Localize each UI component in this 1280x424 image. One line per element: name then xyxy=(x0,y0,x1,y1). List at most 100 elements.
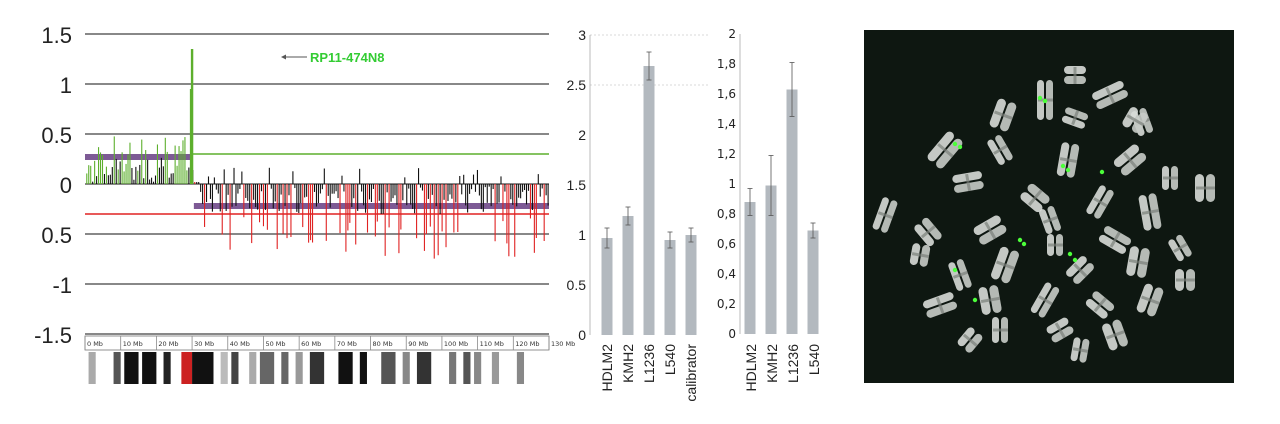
centromere xyxy=(994,110,1013,120)
qpcr-chart-2: 2 1,8 1,6 1,4 1,2 1 0,8 0,6 0,4 0,2 0 HD… xyxy=(717,27,822,391)
q2-y-tick: 1,4 xyxy=(717,117,736,131)
q2-bar xyxy=(765,185,777,334)
centromere xyxy=(1141,208,1160,215)
chromosome-band xyxy=(359,352,367,384)
centromere xyxy=(1093,197,1108,208)
fish-signal-dot xyxy=(972,297,978,303)
centromere xyxy=(920,225,936,239)
q1-y-tick: 2 xyxy=(578,127,586,143)
acgh-probe-bars xyxy=(86,49,549,259)
centromere xyxy=(1073,263,1088,278)
q1-x-label: L540 xyxy=(662,344,678,375)
chromosome-band xyxy=(491,352,500,384)
fish-signal-dot xyxy=(1065,167,1071,173)
centromere xyxy=(1106,330,1125,340)
ideogram-scale-label: 20 Mb xyxy=(158,340,178,348)
fish-signal-dot xyxy=(1099,169,1105,175)
q1-bar xyxy=(601,238,613,335)
chromosome-band xyxy=(231,352,239,384)
chromosome xyxy=(989,98,1017,132)
qpcr-chart-1: 3 2.5 2 1.5 1 0.5 0 HDLM2 KMH2 L1236 L54… xyxy=(567,27,710,402)
ideogram-bands xyxy=(88,352,525,384)
centromere xyxy=(1028,189,1043,206)
q2-bar xyxy=(744,202,756,334)
q1-y-tick: 2.5 xyxy=(567,77,587,93)
chromosome-band xyxy=(220,352,228,384)
chromosome-band xyxy=(416,352,432,384)
chromosome xyxy=(1030,282,1060,318)
chromosome xyxy=(1092,80,1128,110)
ideogram-scale-label: 80 Mb xyxy=(373,340,393,348)
fish-signal-dot xyxy=(1042,98,1048,104)
fish-signal-dot xyxy=(1072,257,1078,263)
ideogram-scale-label: 10 Mb xyxy=(123,340,143,348)
chromosome xyxy=(1046,317,1074,343)
centromere xyxy=(962,333,978,347)
q2-x-label: HDLM2 xyxy=(743,344,759,392)
chromosome-band xyxy=(381,352,396,384)
chromosome xyxy=(1085,291,1115,319)
chromosome xyxy=(1102,319,1128,351)
centromere xyxy=(1163,176,1178,180)
chromosome xyxy=(948,259,972,291)
fish-signals xyxy=(952,95,1105,303)
q2-y-tick: 0,2 xyxy=(717,297,736,311)
chromosome xyxy=(909,243,931,267)
q2-bar xyxy=(807,230,819,334)
chromosome-band xyxy=(181,352,193,384)
chromosome-band xyxy=(113,352,121,384)
chromosome xyxy=(923,292,957,318)
q1-bar xyxy=(685,235,697,335)
q2-y-tick: 1,2 xyxy=(717,147,736,161)
q1-bar xyxy=(622,216,634,335)
ideogram-scale-label: 120 Mb xyxy=(515,340,539,348)
chromosome xyxy=(1039,206,1061,234)
chromosome-band xyxy=(309,352,325,384)
chromosome-band xyxy=(259,352,275,384)
chromosome-band xyxy=(163,352,171,384)
centromere xyxy=(993,144,1008,155)
acgh-gridlines xyxy=(85,33,549,335)
q1-bar xyxy=(664,240,676,335)
centromere xyxy=(952,270,969,279)
q2-bar xyxy=(786,89,798,334)
q1-y-tick: 0.5 xyxy=(567,277,587,293)
fish-signal-dot xyxy=(1060,163,1066,169)
chromosome xyxy=(957,327,983,353)
q2-x-label: L1236 xyxy=(785,344,801,383)
centromere xyxy=(1042,215,1059,224)
chromosome xyxy=(991,246,1019,284)
centromere xyxy=(1176,278,1195,282)
centromere xyxy=(1196,186,1215,190)
q1-y-tick: 3 xyxy=(578,27,586,43)
chromosome xyxy=(1086,185,1114,219)
ideogram-scale-label: 90 Mb xyxy=(408,340,428,348)
chromosome xyxy=(1098,226,1132,254)
ideogram-scale-label: 0 Mb xyxy=(87,340,103,348)
chromosome xyxy=(973,215,1007,245)
chromosome xyxy=(927,131,963,169)
chromosome-band xyxy=(449,352,457,384)
chromosome xyxy=(992,317,1008,343)
chromosome xyxy=(914,217,942,247)
q2-y-tick: 0,6 xyxy=(717,237,736,251)
chromosome xyxy=(1061,107,1089,129)
chromosome xyxy=(1122,107,1148,133)
centromere xyxy=(935,296,945,314)
ideogram-scale-label: 50 Mb xyxy=(265,340,285,348)
chromosome-ideogram: 0 Mb 10 Mb 20 Mb 30 Mb 40 Mb 50 Mb 60 Mb 70 Mb 8… xyxy=(84,335,575,384)
acgh-y-tick: 0.5 xyxy=(41,223,72,248)
ideogram-scale-label: 70 Mb xyxy=(337,340,357,348)
fish-metaphase-image xyxy=(864,30,1234,383)
fish-signal-dot xyxy=(1037,95,1043,101)
q2-y-tick: 1 xyxy=(728,177,736,191)
q2-x-label: KMH2 xyxy=(764,344,780,383)
fish-signal-dot xyxy=(1021,241,1027,247)
acgh-y-tick: -1.5 xyxy=(34,323,72,348)
chromosome xyxy=(1070,337,1090,363)
centromere xyxy=(1054,322,1066,339)
chromosome-band xyxy=(338,352,353,384)
acgh-y-tick: 0.5 xyxy=(41,123,72,148)
acgh-y-tick: -1 xyxy=(52,273,72,298)
